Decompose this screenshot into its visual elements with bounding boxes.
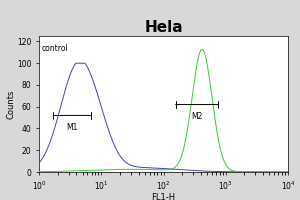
- X-axis label: FL1-H: FL1-H: [152, 193, 176, 200]
- Text: control: control: [42, 44, 69, 53]
- Text: M2: M2: [191, 112, 202, 121]
- Title: Hela: Hela: [144, 20, 183, 35]
- Y-axis label: Counts: Counts: [7, 89, 16, 119]
- Text: M1: M1: [66, 123, 78, 132]
